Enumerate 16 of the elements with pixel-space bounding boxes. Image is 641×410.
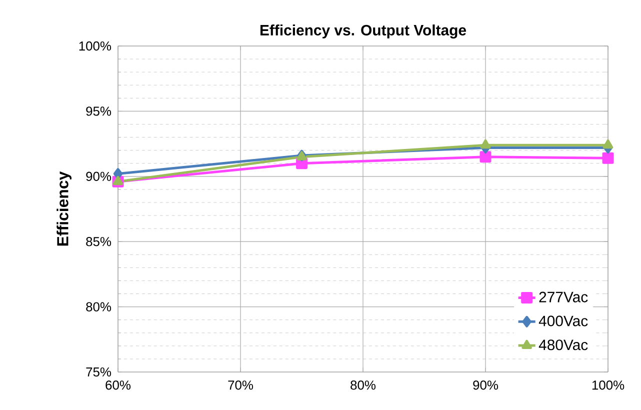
- legend-label: 277Vac: [539, 292, 588, 302]
- x-tick-label: 90%: [473, 380, 498, 390]
- legend-label: 480Vac: [538, 340, 588, 350]
- x-tick-label: 80%: [350, 380, 376, 390]
- y-tick-label: 75%: [86, 367, 112, 377]
- x-tick-label: 60%: [106, 380, 131, 390]
- x-tick-label: 70%: [228, 380, 254, 390]
- y-tick-label: 100%: [79, 41, 112, 51]
- y-tick-label: 90%: [86, 172, 112, 181]
- y-tick-label: 80%: [86, 302, 112, 312]
- y-axis-title: Efficiency: [56, 171, 72, 246]
- y-tick-label: 95%: [86, 106, 112, 116]
- legend-label: 400Vac: [538, 316, 588, 326]
- chart-title: Efficiency vs. Output Voltage: [260, 24, 466, 39]
- y-tick-label: 85%: [86, 237, 112, 246]
- x-tick-label: 100%: [592, 380, 624, 390]
